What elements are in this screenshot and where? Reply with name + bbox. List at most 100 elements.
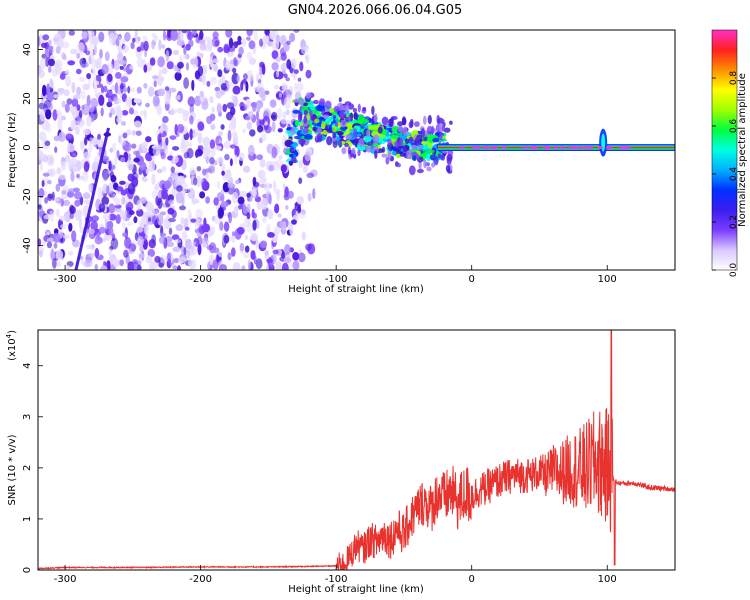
- spectrogram-speckle: [280, 118, 288, 125]
- spectrogram-speckle: [58, 91, 63, 97]
- spectrogram-speckle: [225, 60, 231, 71]
- spectrogram-speckle: [141, 141, 147, 152]
- spectrogram-speckle: [142, 35, 148, 42]
- spectrogram-speckle: [162, 30, 167, 41]
- spectrogram-speckle: [282, 111, 287, 119]
- spectrogram-speckle: [114, 82, 119, 94]
- spectrogram-speckle: [125, 129, 132, 136]
- spectrogram-ridge-halo: [362, 106, 367, 112]
- spectrogram-speckle: [48, 58, 55, 67]
- spectrogram-speckle: [135, 150, 140, 160]
- spectrogram-speckle: [220, 124, 225, 130]
- spectrogram-speckle: [55, 196, 60, 202]
- spectrogram-speckle: [63, 234, 70, 240]
- spectrogram-ridge-halo: [441, 125, 446, 132]
- spectrogram-ridge-blob: [294, 119, 300, 127]
- spectrogram-speckle: [158, 39, 162, 51]
- spectrogram-speckle: [39, 57, 46, 70]
- spectrogram-speckle: [145, 168, 150, 175]
- spectrogram-speckle: [256, 101, 261, 113]
- spectrogram-band-dot: [560, 145, 566, 150]
- spectrogram-speckle: [136, 58, 145, 68]
- spectrogram-ridge-halo: [316, 133, 323, 143]
- spectrogram-speckle: [78, 76, 86, 82]
- spectrogram-speckle: [125, 96, 132, 108]
- spectrogram-ridge-halo: [437, 153, 442, 159]
- spectrogram-band-dot: [572, 145, 578, 150]
- spectrogram-speckle: [94, 156, 100, 165]
- spectrogram-speckle: [120, 82, 124, 94]
- spectrogram-speckle: [231, 95, 235, 101]
- spectrogram-speckle: [189, 115, 194, 125]
- spectrogram-speckle: [88, 142, 93, 153]
- spectrogram-speckle: [187, 187, 195, 199]
- spectrogram-speckle: [259, 159, 266, 168]
- spectrogram-speckle: [130, 42, 135, 50]
- spectrogram-speckle: [159, 125, 164, 134]
- spectrogram-speckle: [120, 189, 127, 196]
- spectrogram-speckle: [46, 122, 52, 133]
- spectrogram-speckle: [295, 210, 299, 221]
- spectrogram-speckle: [136, 46, 142, 53]
- spectrogram-speckle: [101, 155, 110, 162]
- spectrogram-speckle: [255, 238, 259, 250]
- spectrogram-speckle: [119, 180, 126, 185]
- spectrogram-speckle: [48, 66, 52, 73]
- spectrogram-speckle: [298, 177, 303, 184]
- y-tick-label: 1: [22, 516, 33, 522]
- spectrogram-speckle: [54, 146, 58, 153]
- spectrogram-speckle: [76, 104, 81, 111]
- spectrogram-speckle: [246, 30, 253, 37]
- spectrogram-speckle: [116, 150, 120, 158]
- spectrogram-speckle: [242, 203, 247, 214]
- spectrogram-speckle: [183, 77, 190, 89]
- spectrogram-speckle: [106, 185, 110, 195]
- spectrogram-speckle: [145, 255, 153, 264]
- colorbar-tick-label: 0.8: [729, 71, 739, 86]
- spectrogram-speckle: [128, 210, 135, 216]
- spectrogram-speckle: [55, 66, 63, 75]
- spectrogram-speckle: [227, 129, 232, 142]
- spectrogram-speckle: [280, 164, 287, 173]
- spectrogram-ridge-halo: [439, 118, 445, 123]
- spectrogram-speckle: [261, 63, 266, 75]
- spectrogram-speckle: [39, 109, 46, 122]
- spectrogram-ridge-halo: [332, 132, 337, 139]
- spectrogram-speckle: [298, 160, 303, 169]
- spectrogram-band-dot: [459, 145, 465, 150]
- x-tick-label: -100: [325, 274, 348, 285]
- spectrogram-speckle: [157, 88, 166, 97]
- spectrogram-speckle: [232, 130, 238, 138]
- spectrogram-speckle: [246, 212, 251, 220]
- spectrogram-speckle: [115, 214, 121, 225]
- spectrogram-ridge-halo: [352, 107, 357, 113]
- spectrogram-speckle: [209, 157, 215, 165]
- spectrogram-speckle: [52, 232, 61, 243]
- spectrogram-speckle: [252, 176, 257, 186]
- spectrogram-speckle: [108, 190, 115, 199]
- spectrogram-speckle: [72, 187, 80, 193]
- spectrogram-speckle: [147, 86, 155, 97]
- spectrogram-speckle: [179, 205, 186, 211]
- snr-series-line: [38, 330, 675, 570]
- spectrogram-speckle: [174, 71, 182, 81]
- spectrogram-speckle: [232, 85, 241, 95]
- y-tick-label: 2: [22, 465, 33, 471]
- spectrogram-speckle: [157, 197, 163, 209]
- spectrogram-speckle: [239, 101, 245, 109]
- spectrogram-speckle: [100, 265, 108, 270]
- spectrogram-speckle: [201, 64, 208, 75]
- spectrogram-speckle: [57, 118, 63, 130]
- spectrogram-speckle: [299, 61, 304, 72]
- colorbar: 0.0 0.2 0.4 0.6 0.8 Normalized spectral ampl…: [711, 29, 748, 277]
- spectrogram-speckle: [60, 224, 67, 229]
- spectrogram-ridge-blob: [394, 145, 402, 153]
- spectrogram-speckle: [259, 240, 268, 249]
- spectrogram-speckle: [241, 37, 247, 47]
- spectrogram-speckle: [228, 211, 233, 224]
- spectrogram-ridge-halo: [423, 159, 427, 169]
- spectrogram-speckle: [266, 35, 270, 44]
- spectrogram-speckle: [205, 173, 209, 179]
- spectrogram-speckle: [133, 110, 139, 117]
- spectrogram-speckle: [87, 252, 95, 258]
